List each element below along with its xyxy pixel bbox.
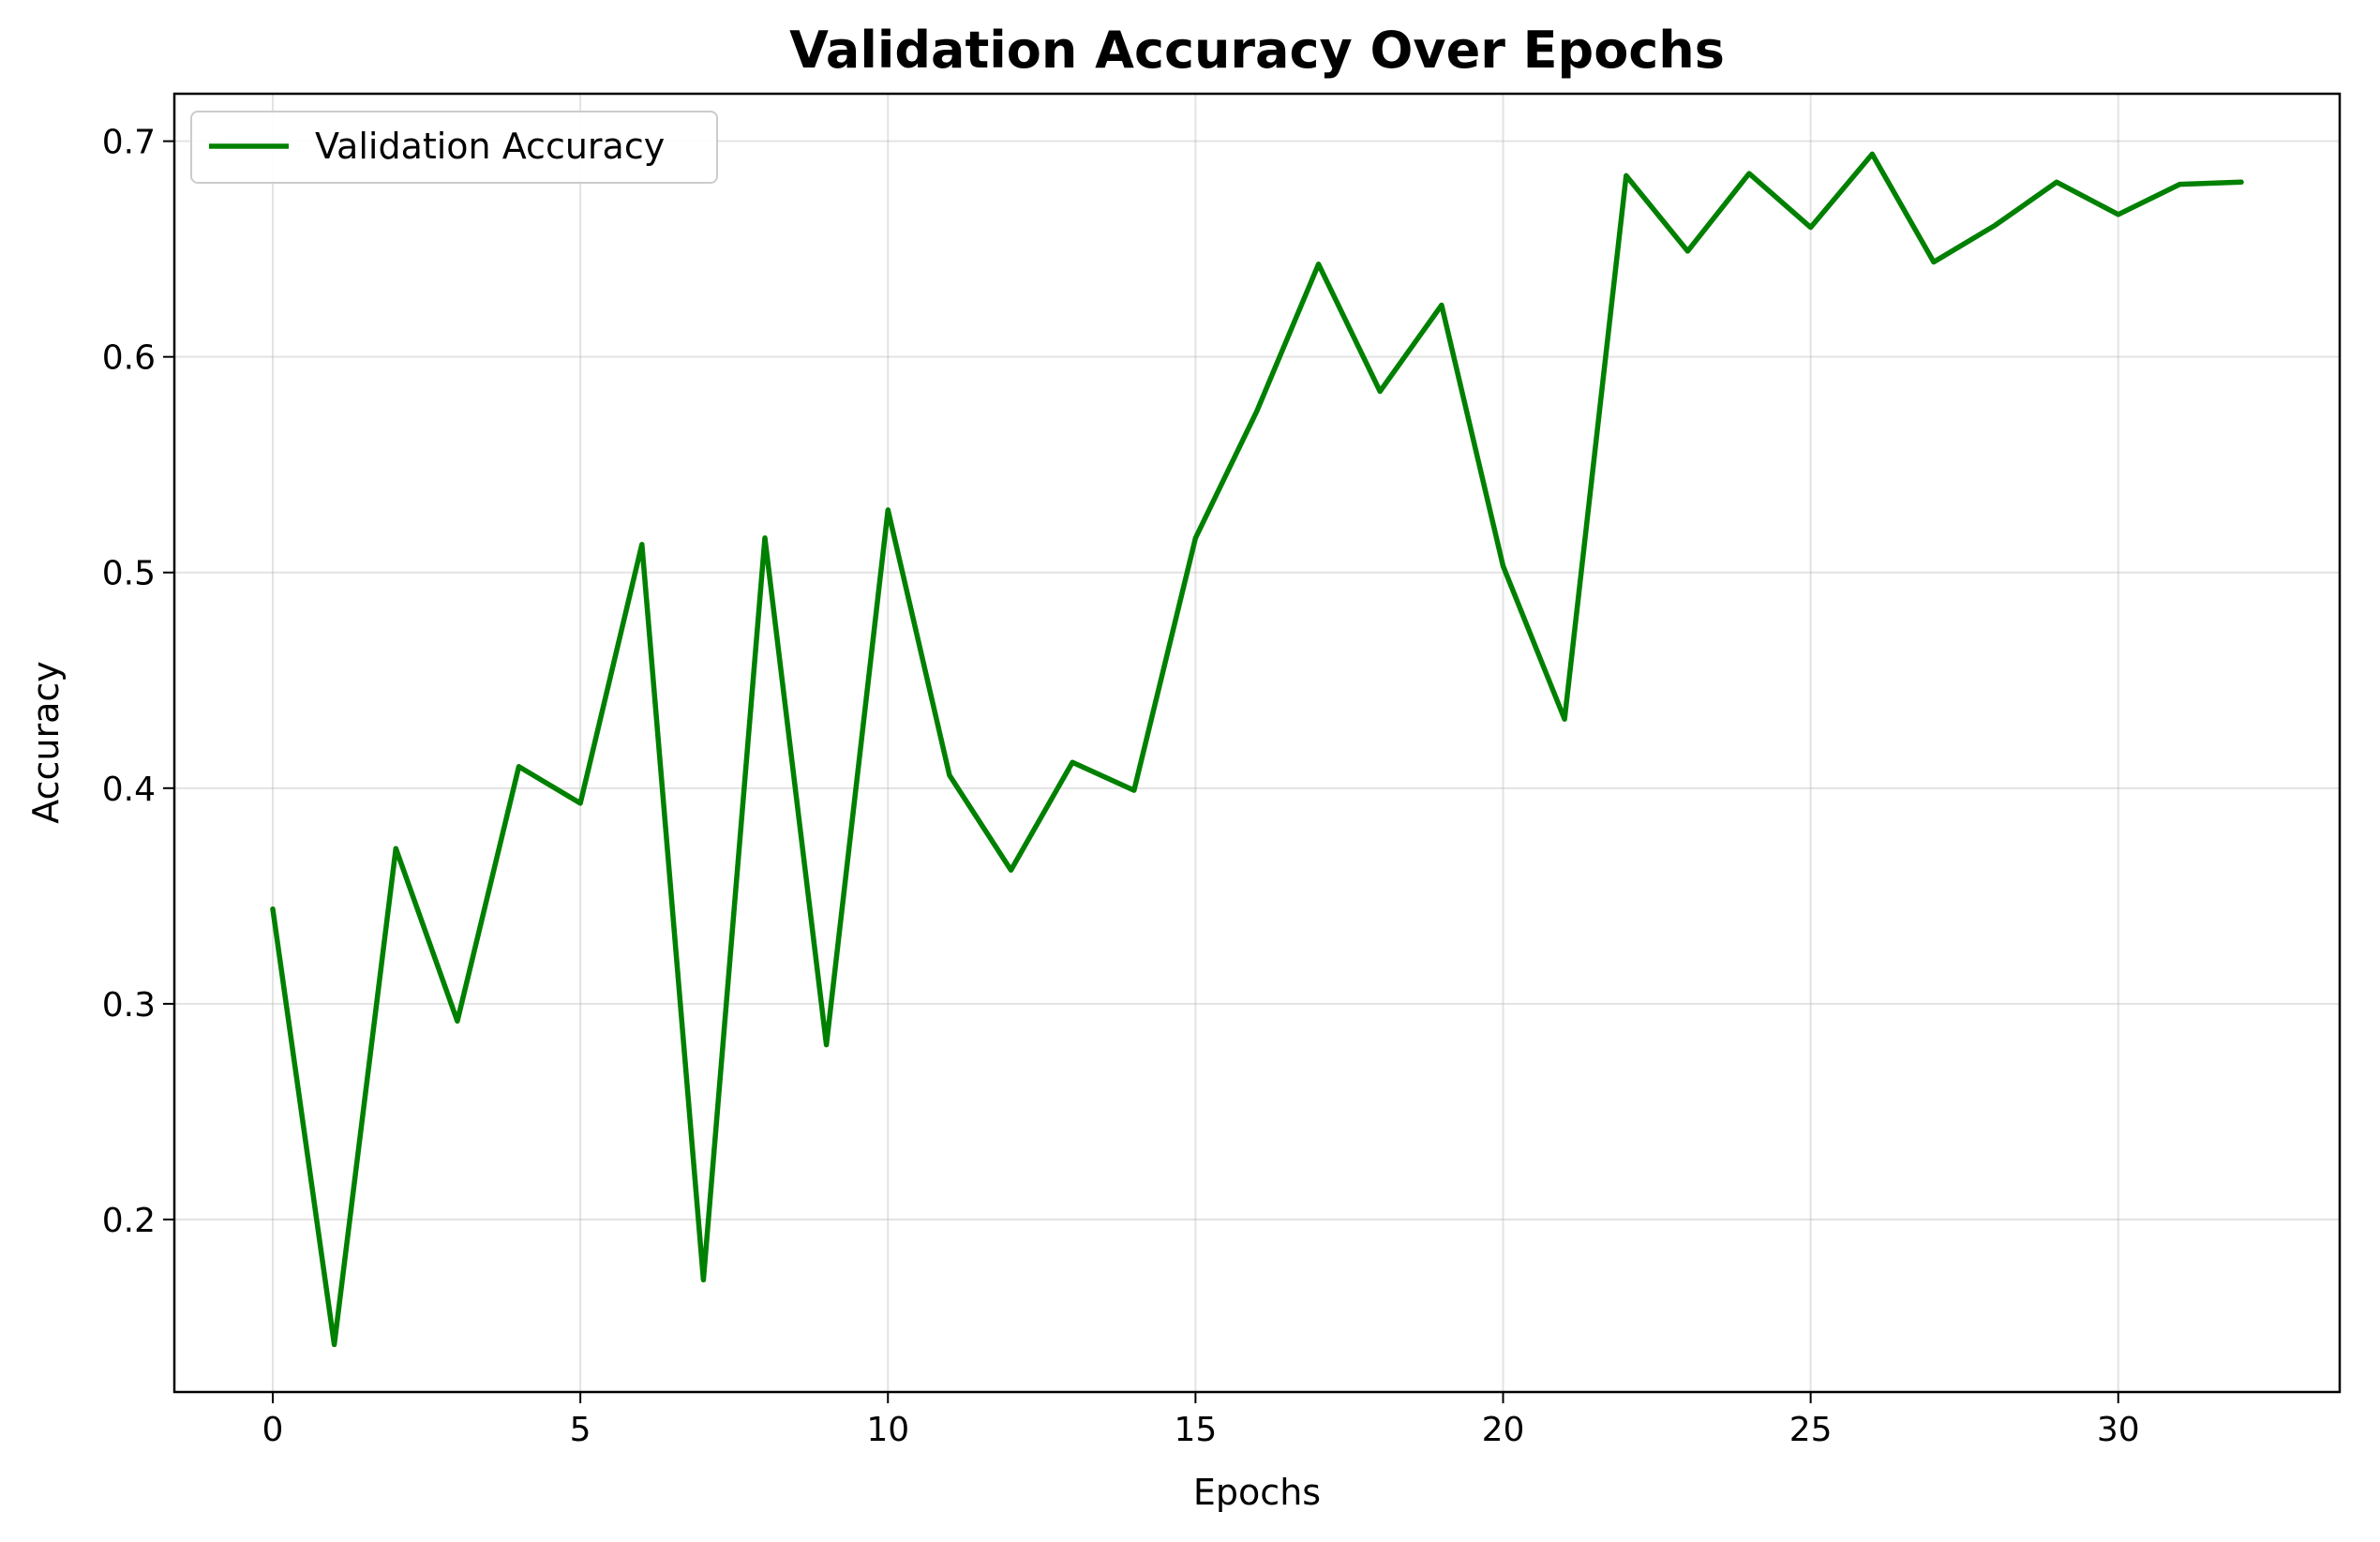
data-point [1316, 262, 1322, 267]
plot-frame [172, 92, 2342, 1394]
data-point [270, 906, 276, 912]
x-tick-label: 5 [570, 1411, 591, 1449]
data-point [2177, 182, 2182, 187]
x-axis-ticks: 0 5 10 15 20 25 30 [262, 1392, 2140, 1449]
data-point [824, 1042, 830, 1048]
y-tick-label: 0.5 [102, 555, 156, 593]
x-tick-label: 0 [262, 1411, 284, 1449]
data-point [1993, 222, 1998, 228]
data-point [577, 801, 583, 806]
data-point [1562, 716, 1567, 722]
data-point [1009, 867, 1014, 873]
x-tick-label: 20 [1482, 1411, 1525, 1449]
data-point [1192, 535, 1198, 541]
y-tick-label: 0.3 [102, 986, 156, 1025]
data-point [332, 1341, 337, 1347]
series-layer [270, 151, 2244, 1348]
x-axis-label: Epochs [1193, 1472, 1321, 1513]
data-point [1869, 151, 1875, 157]
x-tick-label: 10 [866, 1411, 909, 1449]
data-point [700, 1277, 706, 1282]
legend-label: Validation Accuracy [315, 126, 665, 167]
x-tick-label: 15 [1174, 1411, 1217, 1449]
y-axis-ticks: 0.2 0.3 0.4 0.5 0.6 0.7 [102, 124, 174, 1240]
data-point [885, 507, 891, 513]
y-tick-label: 0.6 [102, 339, 156, 378]
data-point [1131, 787, 1137, 793]
y-tick-label: 0.7 [102, 124, 156, 162]
data-point [2238, 179, 2244, 185]
data-point [1070, 759, 1075, 765]
data-point [1684, 248, 1690, 254]
data-point [1501, 563, 1506, 569]
legend-box [190, 111, 718, 184]
series-line-validation-accuracy [270, 151, 2244, 1348]
data-point [1808, 225, 1814, 231]
data-point [639, 542, 645, 547]
data-point [947, 772, 952, 778]
data-point [1254, 408, 1260, 413]
data-point [1439, 302, 1444, 307]
x-tick-label: 25 [1789, 1411, 1833, 1449]
data-point [2116, 212, 2121, 217]
grid [174, 94, 2340, 1392]
y-tick-label: 0.4 [102, 771, 156, 809]
data-point [1931, 259, 1937, 264]
data-point [1746, 171, 1752, 176]
x-tick-label: 30 [2097, 1411, 2140, 1449]
legend: Validation Accuracy [190, 111, 718, 184]
data-point [2054, 179, 2059, 185]
data-point [455, 1018, 460, 1024]
chart-title: Validation Accuracy Over Epochs [789, 21, 1725, 80]
data-point [762, 535, 768, 541]
y-tick-label: 0.2 [102, 1202, 156, 1240]
data-point [393, 846, 398, 851]
data-point [1377, 388, 1383, 394]
y-axis-label: Accuracy [25, 661, 67, 824]
data-point [1624, 172, 1629, 178]
data-point [516, 764, 522, 770]
